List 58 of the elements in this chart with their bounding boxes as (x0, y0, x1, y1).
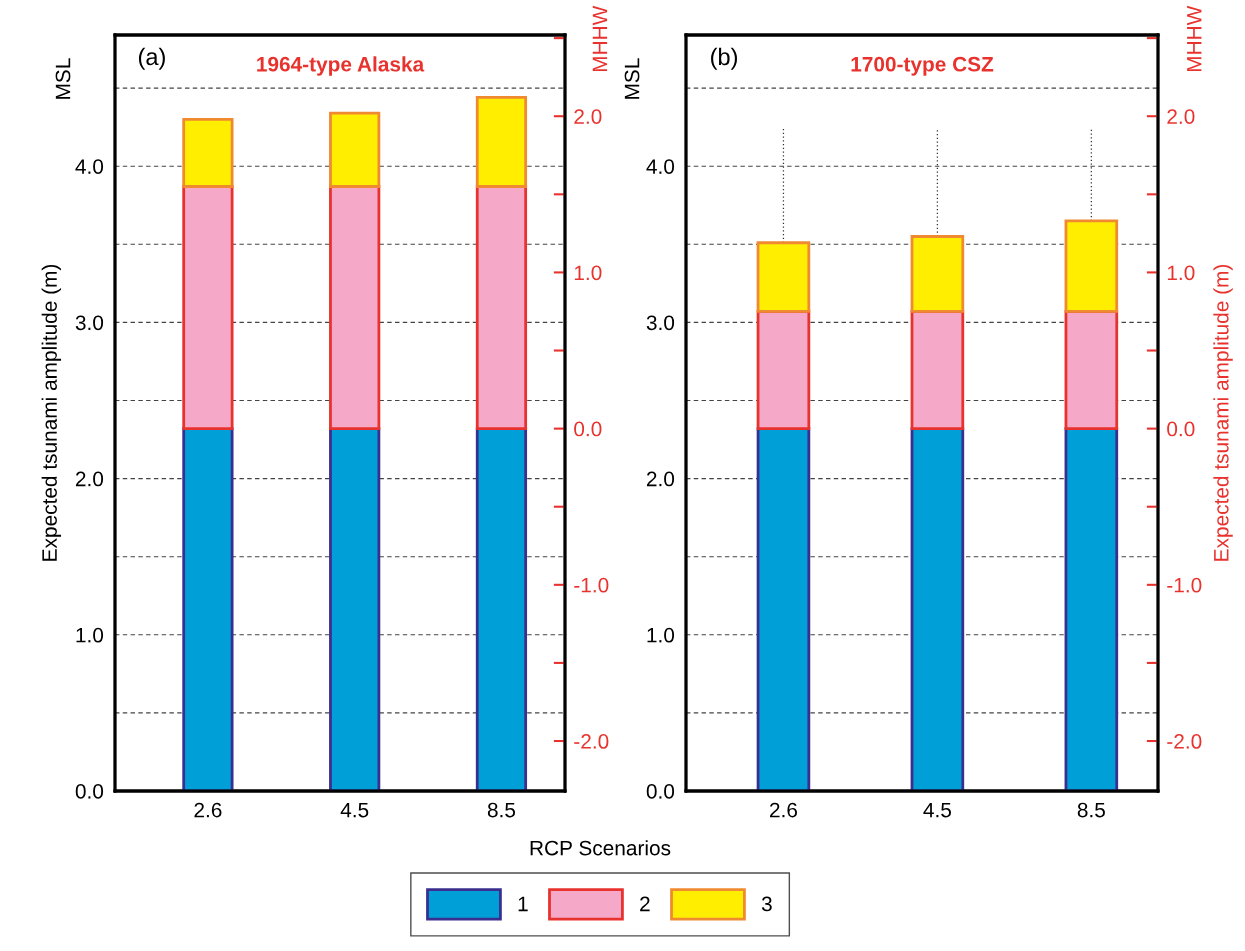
bar (1064, 310, 1119, 431)
bar (475, 185, 528, 431)
bar (182, 427, 234, 791)
y2-tick-label: 1.0 (1167, 265, 1195, 281)
y-tick-label: 4.0 (75, 159, 104, 174)
bar (329, 427, 381, 791)
legend-label: 3 (761, 896, 772, 912)
y2-tick-label: -2.0 (574, 734, 609, 749)
y2-tick-label: 1.0 (574, 265, 602, 281)
x-tick-label: 4.5 (923, 802, 951, 818)
bar (329, 111, 381, 188)
bar (182, 185, 234, 431)
y2-axis-title: Expected tsunami amplitude (m) (1213, 264, 1233, 561)
y-tick-label: 3.0 (75, 315, 104, 331)
bar (475, 427, 528, 791)
y-tick-label: 0.0 (75, 784, 104, 799)
bar (329, 185, 381, 431)
y-axis-title: MSL (624, 58, 640, 99)
y2-tick-label: -2.0 (1167, 734, 1202, 749)
bar (910, 427, 965, 791)
bar (475, 96, 528, 188)
y-tick-label: 1.0 (647, 627, 675, 643)
annotation: (b) (711, 47, 737, 70)
y-tick-label: 4.0 (646, 159, 675, 174)
y2-tick-label: 2.0 (1167, 109, 1195, 124)
bar (756, 310, 811, 431)
y2-tick-label: 2.0 (574, 109, 602, 124)
bar (910, 235, 965, 313)
y2-axis-title: MHHW (592, 5, 608, 72)
y-tick-label: 2.0 (646, 471, 675, 487)
x-tick-label: 2.6 (194, 802, 222, 818)
text: 1964-type Alaska (257, 56, 425, 76)
legend-label: 1 (518, 896, 528, 912)
y-tick-label: 0.0 (646, 784, 675, 799)
bar (182, 117, 234, 188)
annotation: (a) (138, 47, 165, 70)
x-tick-label: 8.5 (487, 802, 516, 818)
y2-tick-label: 0.0 (1167, 421, 1195, 437)
y-axis-title: Expected tsunami amplitude (m) (41, 264, 62, 561)
bar (1064, 427, 1119, 791)
y2-tick-label: -1.0 (574, 577, 609, 593)
bar (756, 241, 811, 313)
y-tick-label: 3.0 (646, 315, 675, 331)
bar (756, 427, 811, 791)
bar (1064, 219, 1119, 313)
text: 1700-type CSZ (851, 56, 994, 76)
x-tick-label: 4.5 (340, 802, 369, 818)
x-axis-title: RCP Scenarios (530, 840, 671, 856)
x-tick-label: 2.6 (770, 802, 798, 818)
text: MHHW (1187, 5, 1202, 72)
y2-tick-label: -1.0 (1167, 577, 1202, 593)
legend-label: 2 (640, 896, 650, 912)
bar (910, 310, 965, 431)
y-tick-label: 1.0 (76, 627, 104, 643)
text: MSL (55, 58, 71, 99)
y-tick-label: 2.0 (75, 471, 104, 487)
x-tick-label: 8.5 (1077, 802, 1105, 818)
y2-tick-label: 0.0 (574, 421, 602, 437)
